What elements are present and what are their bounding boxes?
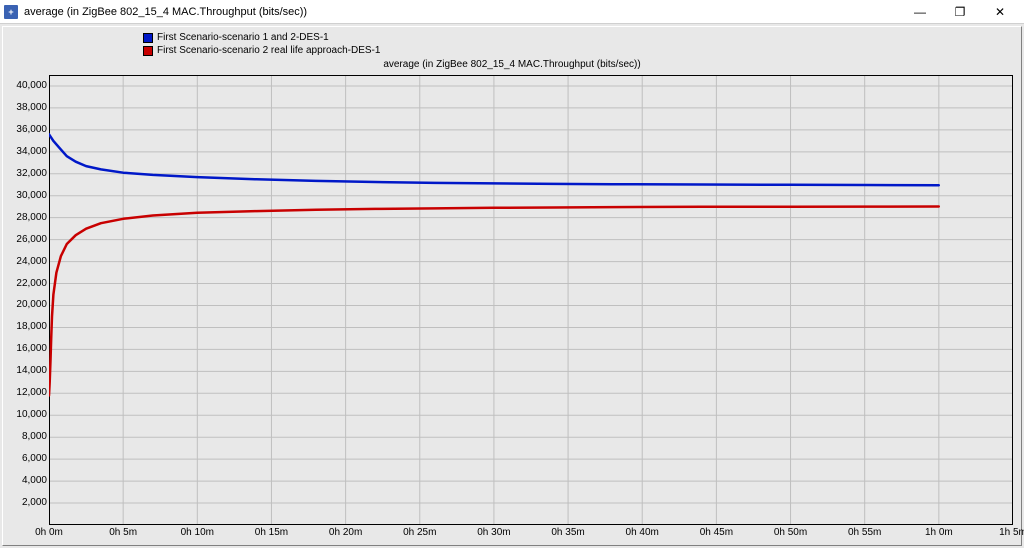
y-tick-label: 16,000	[3, 343, 47, 354]
x-tick-label: 0h 0m	[29, 527, 69, 538]
x-tick-label: 0h 55m	[845, 527, 885, 538]
y-tick-label: 14,000	[3, 365, 47, 376]
maximize-button[interactable]: ❐	[940, 1, 980, 23]
legend-item: First Scenario-scenario 1 and 2-DES-1	[3, 31, 1021, 44]
legend-item: First Scenario-scenario 2 real life appr…	[3, 44, 1021, 57]
app-icon: +	[4, 5, 18, 19]
y-tick-label: 34,000	[3, 146, 47, 157]
y-tick-label: 30,000	[3, 190, 47, 201]
legend-swatch-icon	[143, 46, 153, 56]
y-tick-label: 6,000	[3, 453, 47, 464]
y-tick-label: 12,000	[3, 387, 47, 398]
content-area: First Scenario-scenario 1 and 2-DES-1 Fi…	[0, 24, 1024, 548]
y-tick-label: 36,000	[3, 124, 47, 135]
x-tick-label: 0h 5m	[103, 527, 143, 538]
window-title: average (in ZigBee 802_15_4 MAC.Throughp…	[24, 6, 307, 18]
minimize-button[interactable]: —	[900, 1, 940, 23]
legend-label: First Scenario-scenario 2 real life appr…	[157, 45, 380, 56]
y-tick-label: 20,000	[3, 299, 47, 310]
line-chart-svg	[49, 75, 1013, 525]
y-tick-label: 8,000	[3, 431, 47, 442]
chart-frame: First Scenario-scenario 1 and 2-DES-1 Fi…	[2, 26, 1022, 546]
y-tick-label: 24,000	[3, 256, 47, 267]
x-tick-label: 0h 15m	[251, 527, 291, 538]
y-tick-label: 26,000	[3, 234, 47, 245]
x-tick-label: 0h 35m	[548, 527, 588, 538]
y-tick-label: 22,000	[3, 278, 47, 289]
plot-area	[49, 75, 1013, 525]
x-tick-label: 0h 20m	[326, 527, 366, 538]
x-tick-label: 0h 25m	[400, 527, 440, 538]
x-tick-label: 0h 10m	[177, 527, 217, 538]
chart-legend: First Scenario-scenario 1 and 2-DES-1 Fi…	[3, 31, 1021, 57]
chart-subtitle: average (in ZigBee 802_15_4 MAC.Throughp…	[3, 59, 1021, 70]
y-tick-label: 10,000	[3, 409, 47, 420]
legend-label: First Scenario-scenario 1 and 2-DES-1	[157, 32, 329, 43]
x-tick-label: 0h 50m	[771, 527, 811, 538]
x-tick-label: 0h 45m	[696, 527, 736, 538]
x-tick-label: 0h 30m	[474, 527, 514, 538]
y-tick-label: 38,000	[3, 102, 47, 113]
y-tick-label: 32,000	[3, 168, 47, 179]
x-tick-label: 1h 0m	[919, 527, 959, 538]
y-tick-label: 18,000	[3, 321, 47, 332]
window-titlebar: + average (in ZigBee 802_15_4 MAC.Throug…	[0, 0, 1024, 24]
x-tick-label: 0h 40m	[622, 527, 662, 538]
y-tick-label: 2,000	[3, 497, 47, 508]
window-controls: — ❐ ✕	[900, 1, 1020, 23]
y-tick-label: 28,000	[3, 212, 47, 223]
close-button[interactable]: ✕	[980, 1, 1020, 23]
y-tick-label: 40,000	[3, 80, 47, 91]
x-tick-label: 1h 5m	[993, 527, 1024, 538]
legend-swatch-icon	[143, 33, 153, 43]
y-tick-label: 4,000	[3, 475, 47, 486]
